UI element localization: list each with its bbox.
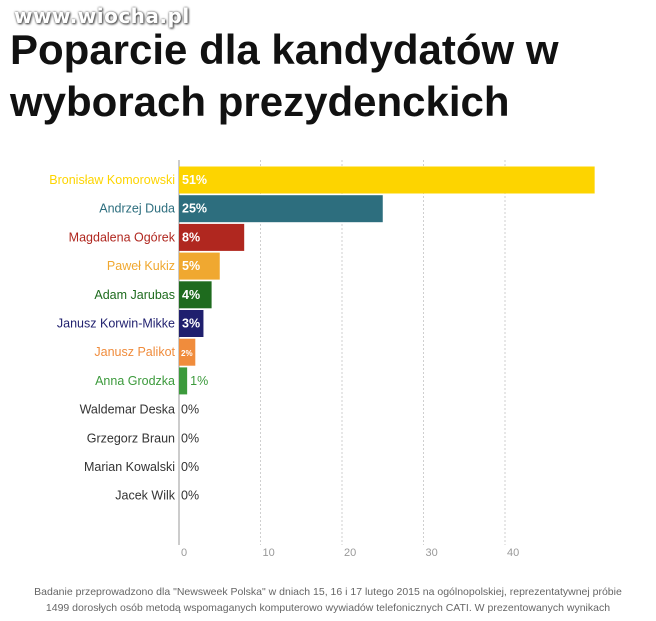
category-label: Anna Grodzka	[95, 374, 175, 388]
chart-title-line-2: wyborach prezydenckich	[10, 78, 510, 125]
bar	[179, 166, 595, 194]
x-tick-label: 10	[263, 547, 275, 559]
bar	[179, 195, 383, 223]
category-label: Magdalena Ogórek	[69, 230, 176, 244]
value-label: 0%	[181, 489, 199, 503]
bar	[179, 310, 204, 337]
footnote-line-2: 1499 dorosłych osób metodą wspomaganych …	[45, 602, 611, 614]
bar	[179, 338, 196, 366]
bar	[179, 252, 220, 280]
value-label: 0%	[181, 431, 199, 445]
category-label: Waldemar Deska	[80, 403, 175, 417]
category-label: Paweł Kukiz	[107, 259, 175, 273]
value-label: 3%	[182, 317, 200, 331]
chart-title-line-1: Poparcie dla kandydatów w	[10, 26, 559, 73]
footnote-line-1: Badanie przeprowadzono dla "Newsweek Pol…	[34, 586, 622, 598]
category-label: Marian Kowalski	[84, 460, 175, 474]
x-tick-label: 30	[426, 547, 438, 559]
category-label: Jacek Wilk	[115, 489, 175, 503]
x-tick-label: 20	[344, 547, 356, 559]
category-label: Janusz Korwin-Mikke	[57, 317, 175, 331]
value-label: 2%	[181, 349, 193, 358]
category-label: Andrzej Duda	[99, 202, 175, 216]
footnote: Badanie przeprowadzono dla "Newsweek Pol…	[0, 584, 656, 616]
category-label: Bronisław Komorowski	[49, 173, 175, 187]
value-label: 5%	[182, 259, 200, 273]
bar	[179, 281, 212, 309]
category-label: Adam Jarubas	[94, 288, 175, 302]
value-label: 0%	[181, 403, 199, 417]
bar	[179, 223, 245, 251]
bar-chart: 0 10 20 30 40 Bronisław Komorowski 51% Andrzej …	[49, 160, 595, 559]
value-label: 0%	[181, 460, 199, 474]
watermark: www.wiocha.pl	[14, 4, 190, 28]
chart-title: Poparcie dla kandydatów w wyborach prezy…	[10, 24, 650, 128]
category-label: Janusz Palikot	[94, 345, 175, 359]
value-label: 25%	[182, 202, 207, 216]
x-tick-label: 40	[507, 547, 519, 559]
value-label: 4%	[182, 288, 200, 302]
value-label: 8%	[182, 230, 200, 244]
category-label: Grzegorz Braun	[87, 431, 175, 445]
value-label: 51%	[182, 173, 207, 187]
x-tick-label: 0	[181, 547, 187, 559]
bar	[179, 367, 188, 395]
value-label: 1%	[190, 374, 208, 388]
